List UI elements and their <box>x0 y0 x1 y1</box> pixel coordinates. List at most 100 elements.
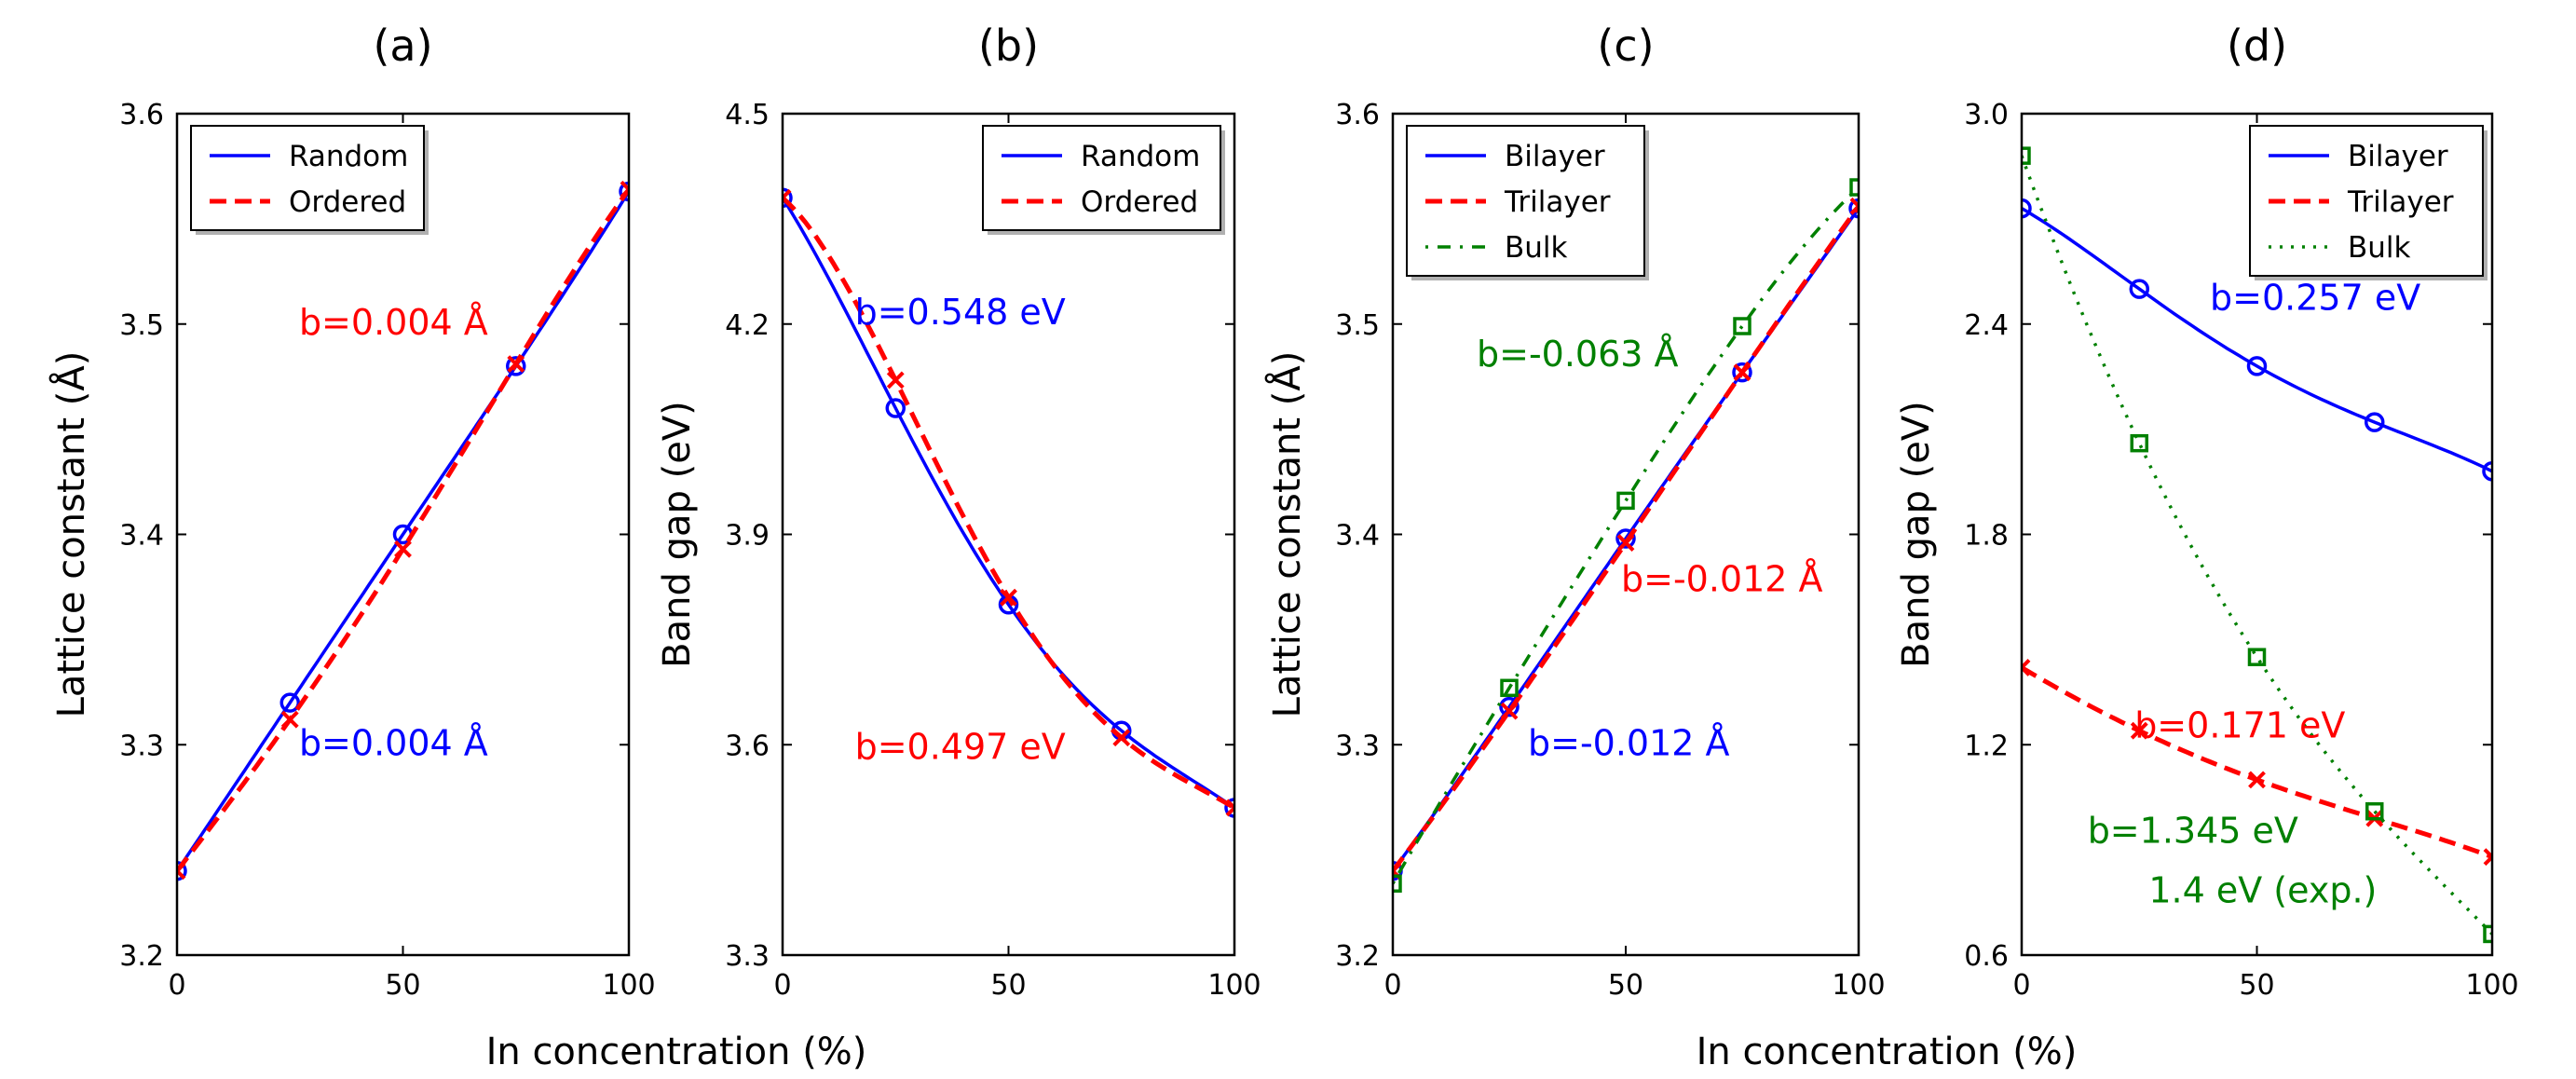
data-point-bulk <box>2247 648 2267 666</box>
chart-panel-2: (b) 0 50 100 3.3 3.6 3.9 4.2 4.5 Band gap (eV) b=0… <box>656 20 1261 1002</box>
annotation: b=-0.012 Å <box>1528 723 1730 764</box>
y-axis-title: Lattice constant (Å) <box>48 351 93 718</box>
data-point-ordered <box>507 355 525 374</box>
legend-box <box>982 125 1221 231</box>
y-axis-title: Lattice constant (Å) <box>1264 351 1309 718</box>
annotation: b=0.171 eV <box>2134 705 2345 746</box>
annotation: b=-0.012 Å <box>1621 558 1823 599</box>
axes-frame <box>781 112 1236 957</box>
legend: Random Ordered <box>982 125 1225 235</box>
y-tick-label: 3.6 <box>1335 99 1380 131</box>
legend: Bilayer Trilayer Bulk <box>2249 125 2487 280</box>
y-tick-label: 1.8 <box>1964 520 2009 553</box>
y-tick-label: 1.2 <box>1964 730 2009 762</box>
data-point-ordered <box>1000 588 1017 607</box>
data-point-trilayer <box>1500 702 1519 720</box>
x-tick-label: 100 <box>602 969 655 1002</box>
y-tick-label: 3.9 <box>725 520 770 553</box>
x-tick-label: 50 <box>1608 969 1643 1002</box>
data-point-bilayer <box>2482 461 2492 482</box>
axes-frame <box>175 112 631 957</box>
axes-frame <box>1391 112 1860 957</box>
axes-frame <box>2020 112 2494 957</box>
y-tick-label: 3.5 <box>119 309 164 342</box>
y-tick-label: 3.4 <box>1335 520 1380 553</box>
y-tick-label: 3.3 <box>1335 730 1380 762</box>
legend-label: Ordered <box>1081 185 1198 219</box>
plot-area <box>1393 178 1859 893</box>
data-point-trilayer <box>1849 197 1859 215</box>
annotation: b=0.004 Å <box>299 302 488 343</box>
data-point-random <box>619 181 629 202</box>
legend-label: Ordered <box>289 185 406 219</box>
x-tick-label: 100 <box>2465 969 2518 1002</box>
data-point-trilayer <box>2483 848 2492 867</box>
annotation: b=0.548 eV <box>855 292 1066 333</box>
data-point-trilayer <box>2022 659 2031 676</box>
series-line-bulk <box>2022 155 2492 936</box>
data-point-ordered <box>783 188 792 207</box>
y-axis-title: Band gap (eV) <box>1895 401 1938 668</box>
y-tick-label: 3.6 <box>725 730 770 762</box>
annotation: b=0.497 eV <box>855 726 1066 767</box>
legend-label: Bulk <box>1505 231 1568 265</box>
plot-area <box>2022 146 2492 944</box>
series-line-bulk <box>1393 185 1859 885</box>
legend: Bilayer Trilayer Bulk <box>1406 125 1649 280</box>
legend-label: Bilayer <box>2348 140 2448 173</box>
data-point-random <box>279 692 300 713</box>
x-tick-label: 100 <box>1207 969 1261 1002</box>
data-point-bulk <box>2365 801 2384 821</box>
annotation: b=-0.063 Å <box>1477 334 1679 375</box>
legend-box <box>190 125 425 231</box>
data-point-bilayer <box>2129 279 2149 299</box>
legend-label: Random <box>289 140 408 173</box>
y-tick-label: 3.2 <box>119 940 164 973</box>
x-tick-label: 50 <box>2239 969 2274 1002</box>
data-point-bilayer <box>2246 356 2268 376</box>
annotation: b=0.257 eV <box>2210 278 2420 319</box>
x-tick-label: 0 <box>773 969 791 1002</box>
data-point-ordered <box>620 180 629 198</box>
data-point-ordered <box>280 710 299 729</box>
data-point-bulk <box>1849 178 1859 197</box>
data-point-bilayer <box>2022 198 2032 219</box>
data-point-trilayer <box>2130 721 2148 740</box>
y-tick-label: 3.4 <box>119 520 164 553</box>
legend-label: Trilayer <box>2347 185 2454 219</box>
data-point-ordered <box>1112 729 1131 747</box>
data-point-bilayer <box>1848 198 1859 219</box>
panel-label: (c) <box>1597 20 1654 71</box>
series-line-random <box>177 190 629 872</box>
y-tick-label: 3.2 <box>1335 940 1380 973</box>
data-point-bulk <box>2130 433 2148 453</box>
x-tick-label: 100 <box>1832 969 1885 1002</box>
y-tick-label: 3.0 <box>1964 99 2009 131</box>
y-tick-label: 3.3 <box>119 730 164 762</box>
data-point-bilayer <box>1615 528 1636 549</box>
chart-panel-1: (a) 0 50 100 3.2 3.3 3.4 3.5 3.6 Lattice constant… <box>48 20 656 1002</box>
x-axis-title-right: In concentration (%) <box>1697 1031 2078 1073</box>
plot-area <box>783 187 1234 818</box>
annotation: b=0.004 Å <box>299 723 488 764</box>
data-point-random <box>177 860 187 881</box>
x-axis-title-left: In concentration (%) <box>486 1031 867 1073</box>
series-line-ordered <box>783 196 1234 811</box>
legend-label: Bilayer <box>1505 140 1605 173</box>
x-tick-label: 50 <box>990 969 1026 1002</box>
data-point-bulk <box>1616 491 1635 511</box>
chart-panel-4: (d) 0 50 100 0.6 1.2 1.8 2.4 3.0 Band gap (eV) b=0… <box>1895 20 2519 1002</box>
data-point-bilayer <box>1732 362 1752 383</box>
annotation: 1.4 eV (exp.) <box>2148 870 2377 911</box>
panel-label: (d) <box>2227 20 2287 71</box>
data-point-bilayer <box>2365 412 2385 432</box>
y-tick-label: 3.3 <box>725 940 770 973</box>
series-line-trilayer <box>1393 204 1859 873</box>
data-point-bulk <box>1500 678 1519 698</box>
x-tick-label: 0 <box>168 969 185 1002</box>
plot-area <box>177 180 629 881</box>
y-tick-label: 2.4 <box>1964 309 2009 342</box>
data-point-trilayer <box>1733 363 1751 382</box>
data-point-random <box>885 398 906 418</box>
data-point-random <box>506 356 526 376</box>
